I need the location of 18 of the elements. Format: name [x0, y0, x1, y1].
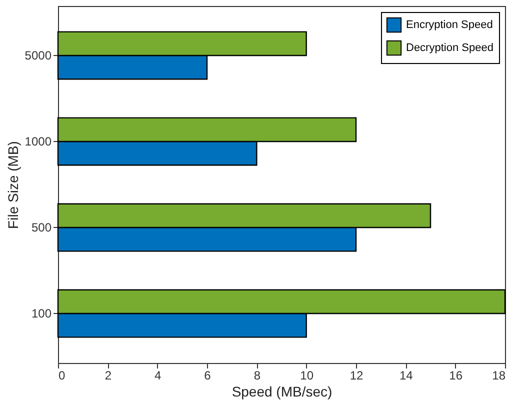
x-tick-label: 16	[449, 368, 463, 382]
x-tick-label: 14	[399, 368, 414, 382]
y-axis-title: File Size (MB)	[4, 141, 21, 229]
x-tick-label: 12	[350, 368, 364, 382]
x-tick-label: 4	[154, 368, 162, 382]
y-tick-label: 1000	[24, 134, 52, 148]
x-tick-label: 10	[300, 368, 314, 382]
x-tick-label: 18	[492, 368, 506, 382]
x-tick-label: 2	[104, 368, 112, 382]
x-tick-label: 8	[254, 368, 261, 382]
legend-label: Decryption Speed	[406, 42, 494, 54]
x-tick-label: 0	[58, 368, 66, 382]
y-tick-label: 100	[31, 306, 52, 321]
y-tick-label: 5000	[24, 48, 52, 62]
x-axis-title: Speed (MB/sec)	[232, 384, 332, 400]
x-tick-label: 6	[204, 368, 212, 382]
legend-label: Encryption Speed	[406, 19, 493, 31]
y-tick-label: 500	[31, 220, 52, 235]
